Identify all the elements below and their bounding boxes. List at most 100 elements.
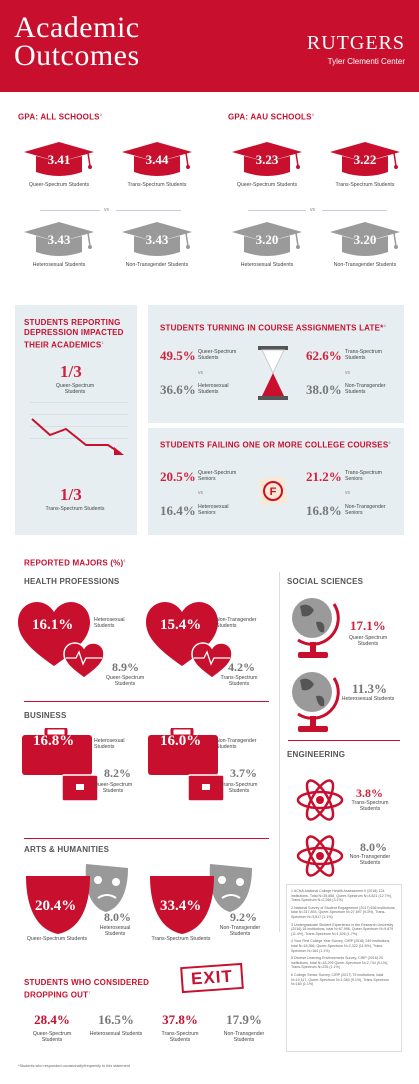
business-trans-value: 3.7% <box>230 766 257 780</box>
source-note: 2 National Survey of Student Engagement … <box>291 905 396 919</box>
gpa-all-trans-value: 3.44 <box>145 152 169 167</box>
dropout-nontrans-label: Non-Transgender Students <box>223 1031 265 1043</box>
failing-queer-value: 20.5% <box>160 469 196 484</box>
sources-box: 1 ACHA-National College Health Assessmen… <box>286 884 402 1052</box>
page-title: Academic Outcomes <box>14 11 140 72</box>
dropout-title: STUDENTS WHO CONSIDERED DROPPING OUT7 <box>24 978 150 1000</box>
failing-grade-icon: F <box>258 476 288 506</box>
social-queer-globe-icon <box>292 598 340 658</box>
source-note: 6 College Senior Survey, CIRP (2017) 75 … <box>291 972 389 987</box>
failing-title: STUDENTS FAILING ONE OR MORE COLLEGE COU… <box>160 440 391 450</box>
gpa-aau-trans-value: 3.22 <box>353 152 377 167</box>
dropout-trans-label: Trans-Spectrum Students <box>161 1031 199 1043</box>
dropout-queer-value: 28.4% <box>34 1012 70 1027</box>
arts-trans-masks-icon <box>150 864 252 934</box>
depression-panel <box>15 305 137 535</box>
arts-queer-masks-icon <box>26 864 128 934</box>
late-hetero-value: 36.6% <box>160 382 196 397</box>
dropout-trans-value: 37.8% <box>162 1012 198 1027</box>
gpa-aau-queer-value: 3.23 <box>255 152 279 167</box>
dropout-nontrans-value: 17.9% <box>226 1012 262 1027</box>
gpa-all-hetero-value: 3.43 <box>47 232 71 247</box>
gpa-all-trans-label: Trans-Spectrum Students <box>127 182 187 188</box>
svg-text:F: F <box>270 486 277 498</box>
gpa-all-nontrans-label: Non-Transgender Students <box>125 262 189 268</box>
arts-queer-value: 20.4% <box>35 898 77 914</box>
engineering-nontrans-atom-icon <box>296 835 344 877</box>
business-title: BUSINESS <box>24 711 67 720</box>
source-note: 3 Undergraduate Student Experience in th… <box>291 922 394 936</box>
depression-queer-fraction: 1/3 <box>60 362 82 381</box>
engineering-title: ENGINEERING <box>287 750 346 759</box>
engineering-trans-atom-icon <box>296 779 344 821</box>
depression-trans-label: Trans-Spectrum Students <box>45 506 105 512</box>
graduation-cap-icon <box>24 142 94 176</box>
brand-logo: RUTGERS Tyler Clementi Center <box>306 32 405 66</box>
social-title: SOCIAL SCIENCES <box>287 577 364 586</box>
health-nontrans-value: 15.4% <box>160 617 202 633</box>
late-queer-value: 49.5% <box>160 348 196 363</box>
graduation-cap-icon <box>122 142 192 176</box>
depression-queer-label: Queer-Spectrum Students <box>55 383 95 395</box>
gpa-aau-hetero-label: Heterosexual Students <box>240 262 294 268</box>
graduation-cap-icon <box>24 222 94 256</box>
gpa-aau-nontrans-label: Non-Transgender Students <box>333 262 397 268</box>
hourglass-icon <box>258 346 288 400</box>
majors-title: REPORTED MAJORS (%)6 <box>24 558 126 568</box>
graduation-cap-icon <box>122 222 192 256</box>
failing-nontrans-value: 16.8% <box>306 503 342 518</box>
dropout-queer-label: Queer-Spectrum Students <box>32 1031 72 1043</box>
arts-title: ARTS & HUMANITIES <box>24 845 110 854</box>
vs-label: vs <box>310 207 315 213</box>
health-trans-value: 4.2% <box>228 660 255 674</box>
health-hetero-value: 16.1% <box>32 617 74 633</box>
engineering-nontrans-value: 8.0% <box>360 840 387 854</box>
gpa-aau-nontrans-value: 3.20 <box>353 232 377 247</box>
gpa-all-nontrans-value: 3.43 <box>145 232 169 247</box>
depression-trans-fraction: 1/3 <box>60 485 82 504</box>
health-hetero-heart-icon <box>18 602 105 679</box>
late-trans-value: 62.6% <box>306 348 342 363</box>
gpa-all-title: GPA: ALL SCHOOLS2 <box>18 112 103 122</box>
arts-trans-value: 33.4% <box>160 898 202 914</box>
business-hetero-value: 16.8% <box>33 733 75 749</box>
graduation-cap-icon <box>232 142 302 176</box>
social-hetero-value: 11.3% <box>352 681 388 696</box>
arts-hetero-value: 8.0% <box>104 910 131 924</box>
graduation-cap-icon <box>232 222 302 256</box>
dropout-hetero-value: 16.5% <box>98 1012 134 1027</box>
late-nontrans-value: 38.0% <box>306 382 342 397</box>
gpa-aau-hetero-value: 3.20 <box>255 232 279 247</box>
graduation-cap-icon <box>330 222 400 256</box>
exit-sign-icon: EXIT <box>180 962 244 994</box>
business-nontrans-briefcase-icon <box>148 728 225 802</box>
business-hetero-briefcase-icon <box>22 728 99 802</box>
health-queer-value: 8.9% <box>112 660 139 674</box>
engineering-trans-value: 3.8% <box>356 786 383 800</box>
business-queer-value: 8.2% <box>104 766 131 780</box>
gpa-all-hetero-label: Heterosexual Students <box>32 262 86 268</box>
footnote: *Students who responded occasionally/fre… <box>18 1064 130 1068</box>
graduation-cap-icon <box>330 142 400 176</box>
vs-label: vs <box>104 207 109 213</box>
arts-nontrans-value: 9.2% <box>230 910 257 924</box>
gpa-all-queer-label: Queer-Spectrum Students <box>28 182 90 188</box>
depression-title: STUDENTS REPORTING DEPRESSION IMPACTED T… <box>24 318 124 350</box>
gpa-aau-trans-label: Trans-Spectrum Students <box>335 182 395 188</box>
business-nontrans-value: 16.0% <box>160 733 202 749</box>
social-queer-value: 17.1% <box>350 618 386 633</box>
source-note: 1 ACHA-National College Health Assessmen… <box>291 889 393 903</box>
social-hetero-globe-icon <box>292 672 340 732</box>
source-note: 5 Diverse Learning Environments Survey, … <box>291 956 389 970</box>
dropout-hetero-label: Heterosexual Students <box>89 1031 143 1037</box>
source-note: 4 Your First College Year Survey, CIRP (… <box>291 939 391 953</box>
health-title: HEALTH PROFESSIONS <box>24 577 120 586</box>
gpa-aau-queer-label: Queer-Spectrum Students <box>236 182 298 188</box>
failing-trans-value: 21.2% <box>306 469 342 484</box>
gpa-all-queer-value: 3.41 <box>47 152 71 167</box>
health-nontrans-heart-icon <box>146 602 233 679</box>
late-title: STUDENTS TURNING IN COURSE ASSIGNMENTS L… <box>160 323 386 333</box>
gpa-aau-title: GPA: AAU SCHOOLS3 <box>228 112 315 122</box>
trend-down-icon <box>31 418 124 455</box>
failing-hetero-value: 16.4% <box>160 503 196 518</box>
